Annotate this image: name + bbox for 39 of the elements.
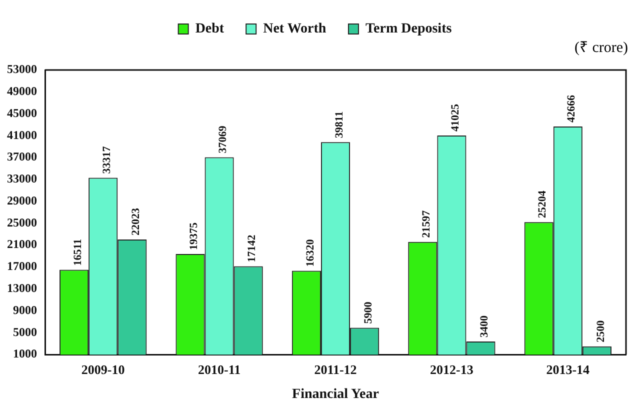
y-tick-label: 1000 (13, 346, 37, 361)
data-label: 22023 (130, 208, 142, 236)
y-tick-label: 45000 (7, 106, 37, 120)
y-tick-label: 49000 (7, 84, 37, 98)
legend-label: Debt (195, 22, 224, 37)
data-label: 33317 (100, 146, 113, 174)
x-tick-label: 2009-10 (81, 362, 125, 377)
y-tick-label: 41000 (7, 128, 37, 142)
legend-label: Net Worth (263, 22, 326, 37)
data-label: 25204 (536, 190, 549, 218)
y-tick-label: 9000 (13, 302, 37, 317)
y-tick-label: 13000 (7, 281, 37, 296)
y-axis-title: (₹ crore) (574, 40, 628, 56)
y-tick-label: 25000 (7, 215, 37, 230)
data-label: 19375 (188, 222, 200, 250)
y-tick-label: 33000 (7, 172, 37, 186)
x-tick-label: 2010-11 (198, 362, 241, 377)
y-tick-label: 29000 (7, 193, 37, 208)
data-label: 16320 (304, 238, 316, 267)
data-label: 42666 (566, 94, 578, 123)
data-label: 16511 (72, 238, 84, 266)
data-label: 37069 (217, 125, 230, 154)
data-label: 3400 (478, 314, 491, 338)
y-tick-label: 17000 (7, 259, 37, 274)
y-tick-label: 37000 (7, 150, 37, 164)
legend-label: Term Deposits (365, 22, 452, 37)
y-tick-label: 21000 (7, 237, 37, 252)
data-label: 17142 (246, 234, 258, 262)
data-label: 21597 (420, 210, 432, 238)
x-axis-title: Financial Year (292, 387, 379, 402)
data-label: 5900 (362, 301, 374, 324)
x-tick-label: 2012-13 (430, 362, 474, 377)
data-label: 39811 (333, 111, 346, 138)
x-tick-label: 2011-12 (314, 362, 357, 377)
x-tick-label: 2013-14 (546, 362, 590, 377)
y-tick-label: 53000 (7, 62, 37, 76)
y-tick-label: 5000 (13, 324, 37, 339)
data-label: 41025 (450, 104, 462, 132)
data-label: 2500 (594, 320, 607, 342)
